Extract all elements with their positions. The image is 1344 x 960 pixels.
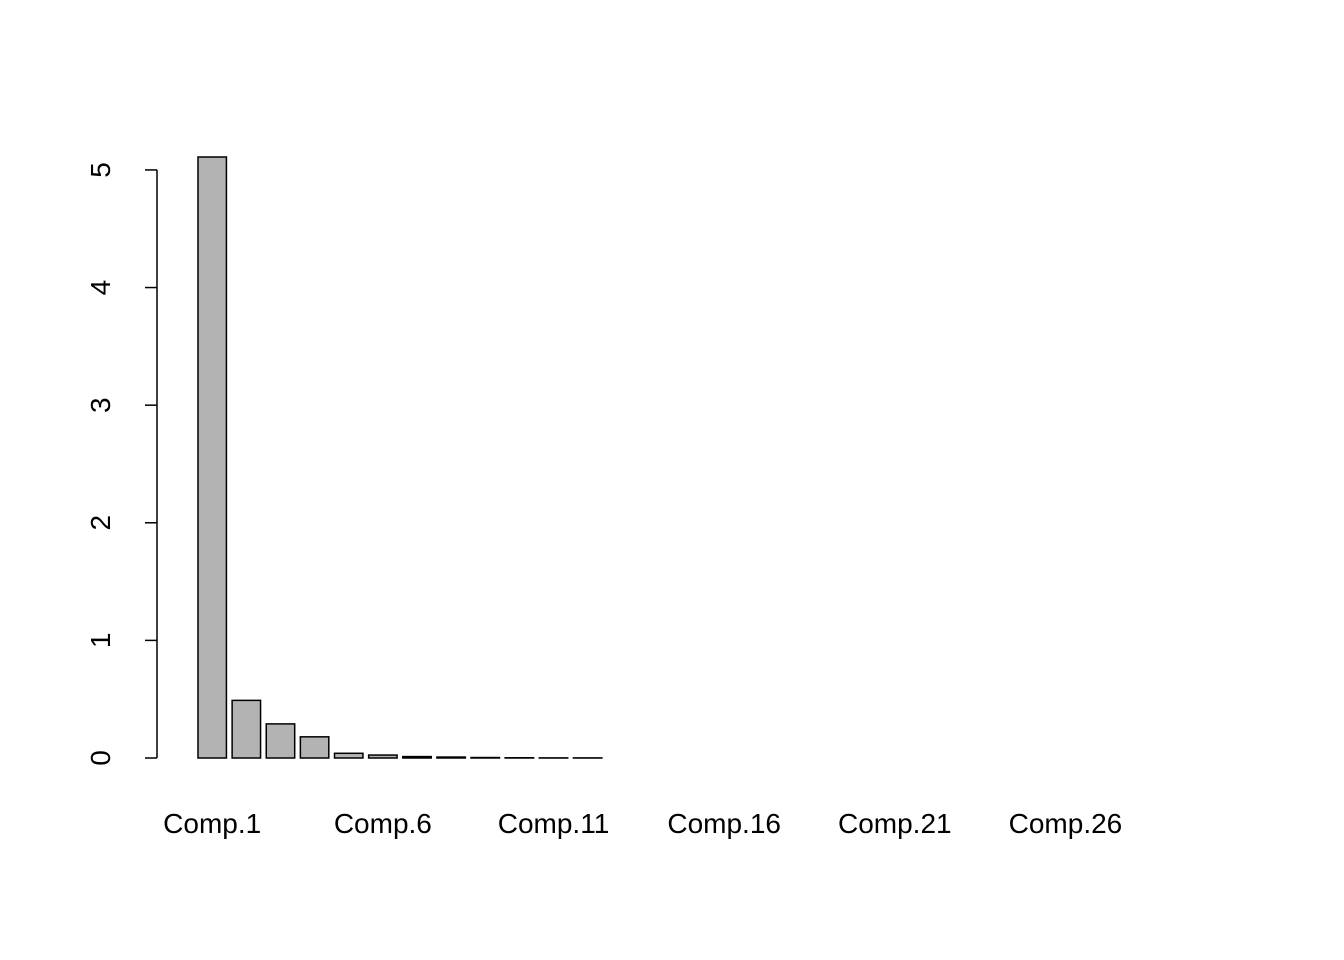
x-tick-label: Comp.16 [667,808,781,839]
x-tick-label: Comp.1 [163,808,261,839]
bar [436,756,467,759]
y-tick-label: 5 [85,162,116,178]
y-tick-label: 4 [85,280,116,296]
y-tick-label: 1 [85,633,116,649]
bar [265,723,296,759]
bar [197,156,228,759]
x-tick-label: Comp.11 [498,808,610,839]
bar [299,736,330,759]
bar [367,754,398,759]
bar [333,752,364,759]
y-tick-label: 2 [85,515,116,531]
y-tick-label: 0 [85,750,116,766]
x-tick-label: Comp.21 [838,808,952,839]
bar [402,755,432,759]
x-tick-label: Comp.26 [1009,808,1123,839]
y-tick-label: 3 [85,397,116,413]
x-tick-label: Comp.6 [334,808,432,839]
bar [231,699,262,759]
